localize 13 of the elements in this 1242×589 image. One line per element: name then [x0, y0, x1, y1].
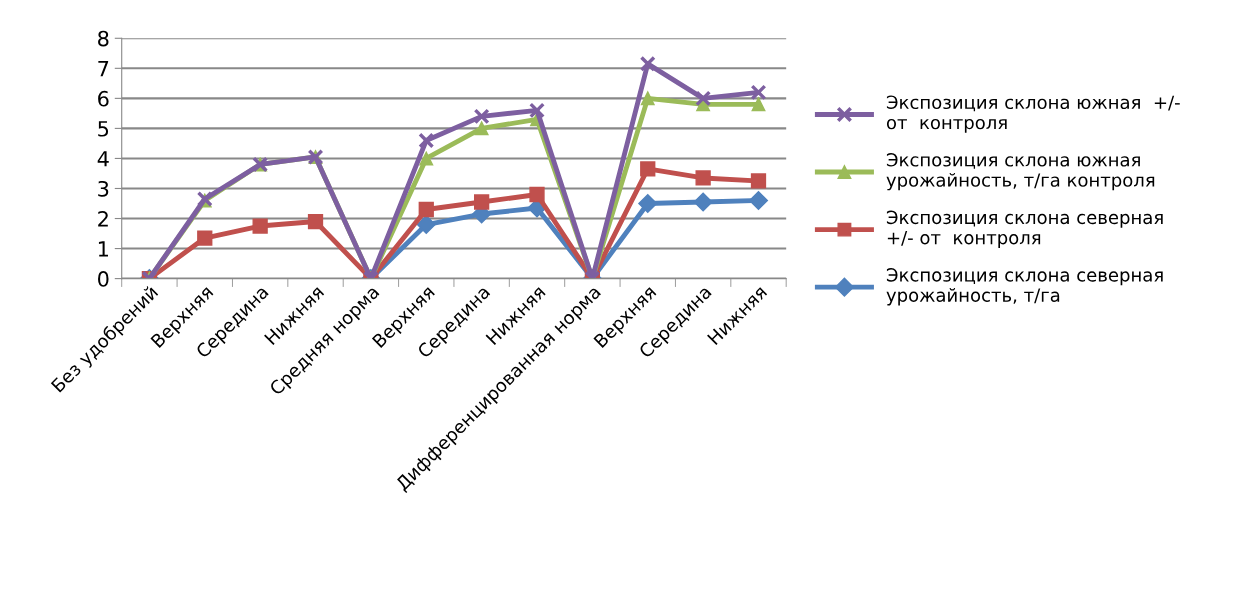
y-tick-label: 3	[98, 180, 109, 197]
y-tick-label: 6	[98, 90, 109, 107]
y-tick-label: 4	[97, 151, 109, 167]
legend-label: Экспозиция склона северная урожайность, т/га	[886, 268, 1163, 306]
y-tick-label: 2	[98, 210, 108, 227]
legend-label: Экспозиция склона южная +/- от контроля	[886, 95, 1180, 133]
legend-label: Экспозиция склона северная +/- от контроля	[886, 210, 1163, 248]
y-tick-label: 1	[98, 241, 108, 257]
y-tick-label: 8	[98, 30, 109, 47]
y-tick-label: 7	[98, 61, 109, 77]
y-tick-label: 0	[98, 271, 109, 287]
legend-label: Экспозиция склона южная урожайность, т/га контроля	[886, 152, 1155, 191]
y-tick-label: 5	[98, 121, 109, 137]
